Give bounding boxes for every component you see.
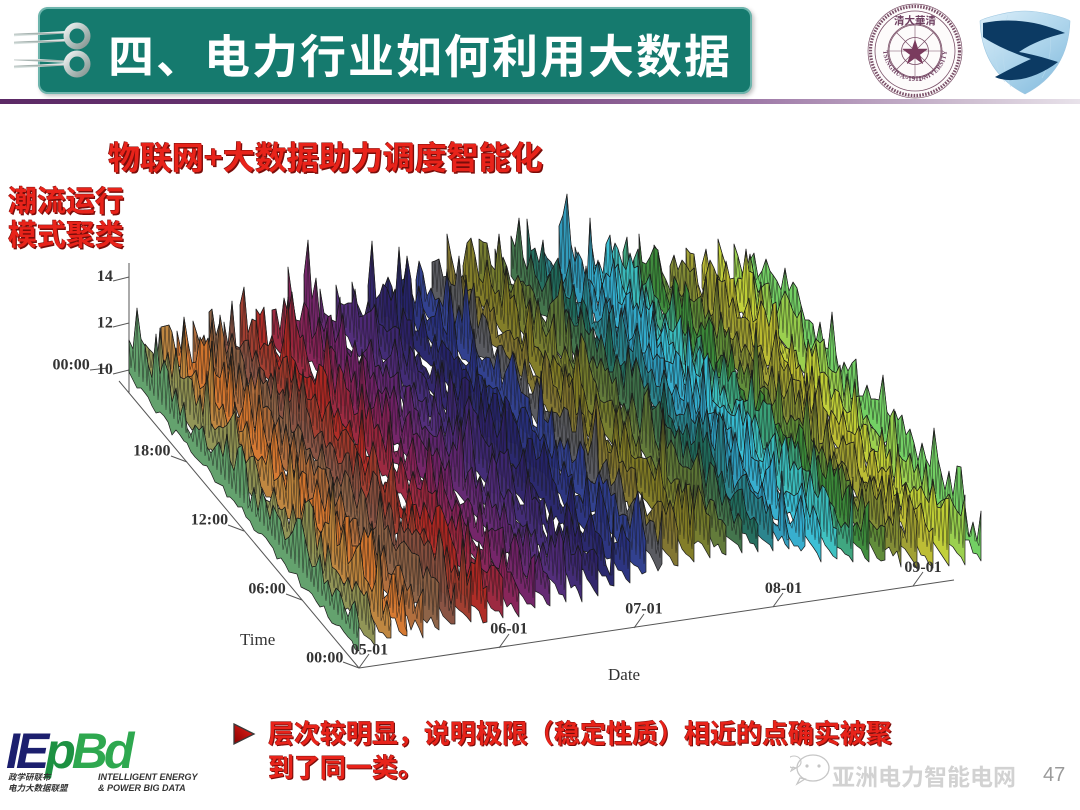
svg-text:05-01: 05-01: [351, 641, 388, 658]
svg-text:12:00: 12:00: [191, 512, 228, 529]
svg-text:14: 14: [97, 268, 113, 285]
svg-text:00:00: 00:00: [306, 649, 343, 666]
svg-text:Time: Time: [240, 630, 275, 649]
svg-text:09-01: 09-01: [904, 559, 941, 576]
svg-text:08-01: 08-01: [765, 580, 802, 597]
svg-text:12: 12: [97, 314, 113, 331]
svg-text:18:00: 18:00: [133, 443, 170, 460]
svg-text:07-01: 07-01: [625, 601, 662, 618]
svg-text:06-01: 06-01: [490, 621, 527, 638]
svg-text:10: 10: [97, 361, 113, 378]
svg-text:00:00: 00:00: [52, 357, 89, 374]
svg-text:06:00: 06:00: [248, 581, 285, 598]
svg-text:Date: Date: [608, 665, 640, 684]
